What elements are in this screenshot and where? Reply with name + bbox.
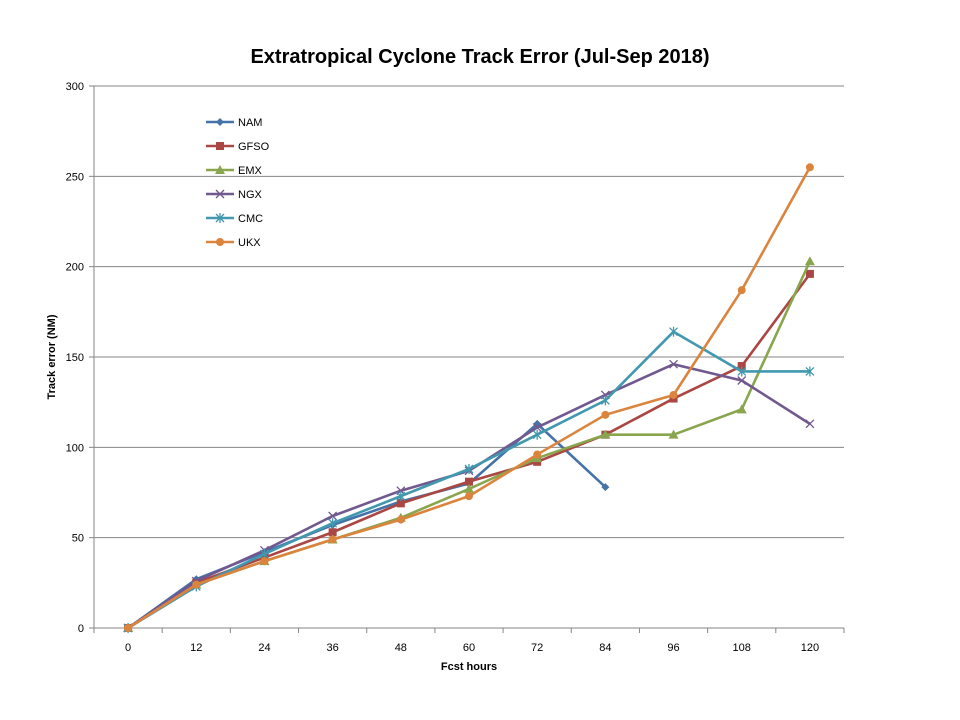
- legend-label-ngx: NGX: [238, 189, 263, 201]
- x-tick-label: 24: [258, 642, 270, 654]
- y-axis-title: Track error (NM): [46, 314, 58, 399]
- legend: NAM GFSO EMX NGX CMC UKX: [206, 117, 270, 249]
- legend-marker-ngx: [215, 189, 225, 199]
- data-point-ngx: [669, 359, 679, 369]
- data-point-ukx: [396, 515, 405, 524]
- series-line-gfso: [127, 273, 811, 630]
- legend-marker-ukx: [216, 238, 224, 246]
- legend-item-nam: NAM: [206, 117, 262, 129]
- data-point-emx: [668, 429, 679, 439]
- x-tick-label: 96: [667, 642, 679, 654]
- data-point-cmc: [600, 395, 610, 406]
- series-emx: [123, 256, 815, 632]
- x-tick-label: 108: [733, 642, 751, 654]
- series-line-ukx: [127, 166, 812, 630]
- x-tick-label: 0: [125, 642, 131, 654]
- series-gfso: [124, 269, 814, 632]
- data-point-cmc: [532, 429, 542, 440]
- data-point-gfso: [805, 269, 814, 278]
- y-tick-labels: 0 50 100 150 200 250 300: [66, 81, 84, 635]
- data-point-gfso: [396, 499, 405, 508]
- data-point-cmc: [396, 491, 406, 502]
- x-tick-label: 72: [531, 642, 543, 654]
- data-point-emx: [600, 429, 611, 439]
- y-tick-label: 100: [66, 442, 84, 454]
- data-point-ukx: [260, 557, 269, 566]
- x-tick-labels: 0 12 24 36 48 60 72 84 96 108 120: [125, 642, 819, 654]
- data-point-ngx: [737, 376, 747, 385]
- data-point-cmc: [464, 464, 474, 475]
- data-point-ukx: [601, 410, 610, 419]
- data-point-emx: [736, 404, 747, 414]
- x-tick-label: 36: [327, 642, 339, 654]
- y-tick-label: 200: [66, 262, 84, 274]
- data-point-ngx: [805, 419, 815, 429]
- x-tick-label: 84: [599, 642, 611, 654]
- data-point-ngx: [328, 511, 338, 521]
- y-tick-label: 0: [78, 623, 84, 635]
- gridlines: [94, 85, 844, 539]
- data-point-cmc: [669, 326, 679, 337]
- x-tick-label: 120: [801, 642, 819, 654]
- data-point-ukx: [124, 624, 133, 632]
- data-point-gfso: [465, 477, 473, 486]
- x-axis-title: Fcst hours: [441, 661, 497, 673]
- series-ukx: [124, 163, 814, 632]
- data-point-gfso: [328, 528, 337, 537]
- data-point-cmc: [328, 518, 338, 529]
- series-group: [123, 163, 815, 633]
- legend-label-emx: EMX: [238, 165, 263, 177]
- legend-item-gfso: GFSO: [206, 141, 270, 153]
- y-tick-label: 150: [66, 352, 84, 364]
- y-tick-label: 300: [66, 81, 84, 93]
- legend-label-nam: NAM: [238, 117, 262, 129]
- data-point-ukx: [737, 286, 746, 295]
- x-tick-label: 12: [190, 642, 202, 654]
- legend-marker-cmc: [215, 213, 225, 223]
- data-point-ngx: [532, 423, 542, 432]
- data-point-ukx: [192, 580, 201, 589]
- legend-label-cmc: CMC: [238, 213, 263, 225]
- data-point-ukx: [533, 450, 542, 459]
- data-point-ukx: [669, 390, 678, 399]
- legend-item-ukx: UKX: [206, 237, 261, 249]
- data-point-emx: [804, 256, 815, 266]
- chart-title: Extratropical Cyclone Track Error (Jul-S…: [250, 46, 709, 68]
- data-point-ukx: [328, 535, 337, 544]
- y-tick-label: 50: [72, 533, 84, 545]
- data-point-cmc: [805, 366, 815, 377]
- data-point-ukx: [465, 492, 473, 501]
- data-point-emx: [464, 483, 474, 493]
- x-tick-label: 60: [463, 642, 475, 654]
- data-point-ukx: [805, 163, 814, 172]
- data-point-nam: [601, 483, 610, 492]
- legend-item-cmc: CMC: [206, 213, 263, 225]
- data-point-gfso: [737, 362, 746, 371]
- legend-label-ukx: UKX: [238, 237, 261, 249]
- y-tick-label: 250: [66, 171, 84, 183]
- legend-label-gfso: GFSO: [238, 141, 270, 153]
- legend-item-emx: EMX: [206, 165, 263, 177]
- legend-marker-emx: [215, 165, 225, 174]
- axes: [89, 85, 845, 633]
- data-point-cmc: [737, 366, 747, 377]
- legend-item-ngx: NGX: [206, 189, 263, 201]
- x-tick-label: 48: [395, 642, 407, 654]
- legend-marker-nam: [216, 118, 224, 126]
- legend-marker-gfso: [216, 142, 224, 150]
